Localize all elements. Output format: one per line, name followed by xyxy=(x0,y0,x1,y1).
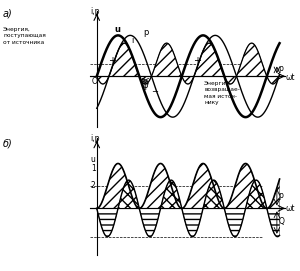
Text: −: − xyxy=(151,87,158,96)
Text: u: u xyxy=(91,155,96,164)
Text: а): а) xyxy=(3,8,13,18)
Text: i: i xyxy=(131,36,134,45)
Text: б): б) xyxy=(3,138,13,148)
Text: ωt: ωt xyxy=(286,204,295,213)
Text: ωt: ωt xyxy=(286,73,295,82)
Text: p: p xyxy=(278,191,284,200)
Text: +: + xyxy=(108,56,116,66)
Text: 1: 1 xyxy=(91,164,96,173)
Text: i,p: i,p xyxy=(91,134,100,143)
Text: φ: φ xyxy=(142,81,148,90)
Text: 2: 2 xyxy=(91,181,96,190)
Text: u: u xyxy=(114,25,120,34)
Text: p: p xyxy=(143,28,149,37)
Text: +: + xyxy=(193,56,201,66)
Text: Энергия,
поступающая
от источника: Энергия, поступающая от источника xyxy=(3,27,46,44)
Text: Энергия,
возвращае-
мая источ-
нику: Энергия, возвращае- мая источ- нику xyxy=(204,81,240,105)
Text: O: O xyxy=(92,77,98,86)
Text: p: p xyxy=(278,64,284,73)
Text: i,p: i,p xyxy=(91,7,100,16)
Text: Q: Q xyxy=(278,217,284,226)
